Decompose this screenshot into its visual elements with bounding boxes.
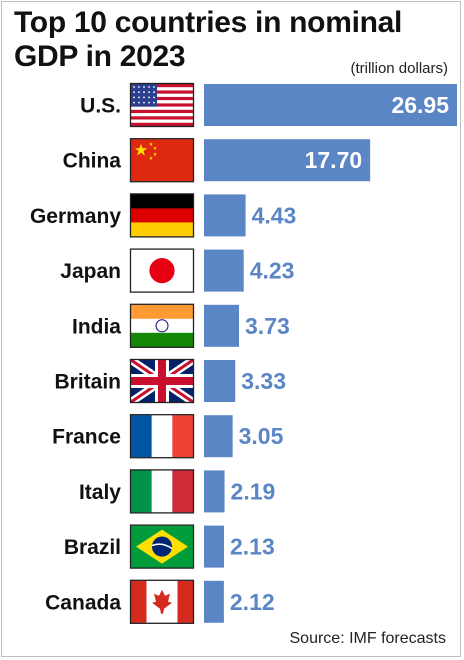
britain-flag-icon <box>128 356 196 406</box>
chart-title: Top 10 countries in nominal GDP in 2023 <box>14 6 402 74</box>
country-label-us: U.S. <box>80 95 121 118</box>
bar-germany <box>204 194 246 237</box>
bar-japan <box>204 249 244 292</box>
value-label-france: 3.05 <box>239 423 284 449</box>
country-label-britain: Britain <box>54 371 121 394</box>
value-label-china: 17.70 <box>305 147 363 173</box>
china-flag-icon <box>129 138 195 183</box>
source-note: Source: IMF forecasts <box>289 630 447 647</box>
us-flag-icon <box>129 82 195 128</box>
country-label-italy: Italy <box>79 481 121 504</box>
germany-flag-icon <box>129 193 195 238</box>
bar-france <box>204 415 233 458</box>
value-label-us: 26.95 <box>391 92 449 118</box>
country-label-japan: Japan <box>60 260 121 283</box>
country-label-france: France <box>52 426 121 449</box>
unit-label: (trillion dollars) <box>350 60 448 77</box>
bar-china <box>204 139 371 182</box>
value-label-brazil: 2.13 <box>230 534 275 560</box>
japan-flag-icon <box>129 248 195 293</box>
bar-brazil <box>204 525 224 568</box>
value-label-italy: 2.19 <box>231 478 276 504</box>
country-label-brazil: Brazil <box>64 536 121 559</box>
country-label-canada: Canada <box>45 591 121 614</box>
value-label-germany: 4.43 <box>252 202 297 228</box>
country-label-germany: Germany <box>30 205 121 228</box>
value-label-britain: 3.33 <box>241 368 286 394</box>
country-label-china: China <box>63 150 122 173</box>
value-label-india: 3.73 <box>245 313 290 339</box>
italy-flag-icon <box>129 469 195 514</box>
india-flag-icon <box>129 303 195 348</box>
value-label-japan: 4.23 <box>250 258 295 284</box>
value-label-canada: 2.12 <box>230 589 275 615</box>
chart-title-line2: GDP in 2023 <box>14 40 186 73</box>
bar-india <box>204 304 240 347</box>
bar-canada <box>204 580 224 623</box>
chart-title-line1: Top 10 countries in nominal <box>14 6 403 39</box>
bar-us <box>204 84 457 126</box>
france-flag-icon <box>129 414 195 459</box>
bar-britain <box>204 360 236 402</box>
canada-flag-icon <box>129 579 195 624</box>
brazil-flag-icon <box>129 524 195 569</box>
bar-italy <box>204 470 225 513</box>
country-label-india: India <box>72 315 121 338</box>
